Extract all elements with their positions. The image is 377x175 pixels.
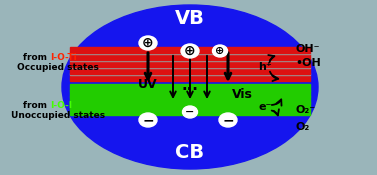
Text: ⊕: ⊕ xyxy=(142,36,154,50)
Bar xyxy=(70,59,310,61)
Ellipse shape xyxy=(182,106,198,118)
Text: •OH: •OH xyxy=(295,58,321,68)
Text: O₂⁻: O₂⁻ xyxy=(295,105,315,115)
Bar xyxy=(70,68,310,74)
Text: Unoccupied states: Unoccupied states xyxy=(11,110,105,120)
Ellipse shape xyxy=(213,45,227,57)
Text: I-O-Ti: I-O-Ti xyxy=(50,52,77,61)
Text: Vis: Vis xyxy=(232,89,253,101)
Bar xyxy=(70,96,310,103)
Bar xyxy=(70,73,310,75)
Bar xyxy=(70,90,310,97)
Text: Occupied states: Occupied states xyxy=(17,62,99,72)
Text: O₂: O₂ xyxy=(295,122,309,132)
Text: from: from xyxy=(23,52,50,61)
Text: −: − xyxy=(185,107,195,117)
Text: from: from xyxy=(23,100,50,110)
Bar xyxy=(70,47,310,53)
Text: CB: CB xyxy=(175,144,205,163)
Text: e⁻: e⁻ xyxy=(258,102,272,112)
Bar xyxy=(70,102,310,109)
Bar xyxy=(70,108,310,115)
Text: ⊕: ⊕ xyxy=(215,46,225,56)
Text: UV: UV xyxy=(138,79,158,92)
Text: I-O-I: I-O-I xyxy=(50,100,72,110)
Text: −: − xyxy=(142,113,154,127)
Bar xyxy=(70,52,310,54)
Ellipse shape xyxy=(62,5,318,169)
Bar xyxy=(70,75,310,81)
Bar xyxy=(70,54,310,60)
Bar xyxy=(70,84,310,91)
Text: ⊕: ⊕ xyxy=(184,44,196,58)
Text: VB: VB xyxy=(175,9,205,27)
Ellipse shape xyxy=(219,113,237,127)
Ellipse shape xyxy=(139,36,157,50)
Text: ...: ... xyxy=(182,78,198,93)
Text: OH⁻: OH⁻ xyxy=(295,44,319,54)
Ellipse shape xyxy=(181,44,199,58)
Text: h⁺: h⁺ xyxy=(258,62,272,72)
Ellipse shape xyxy=(139,113,157,127)
Bar xyxy=(70,66,310,68)
Bar xyxy=(70,61,310,67)
Text: −: − xyxy=(222,113,234,127)
